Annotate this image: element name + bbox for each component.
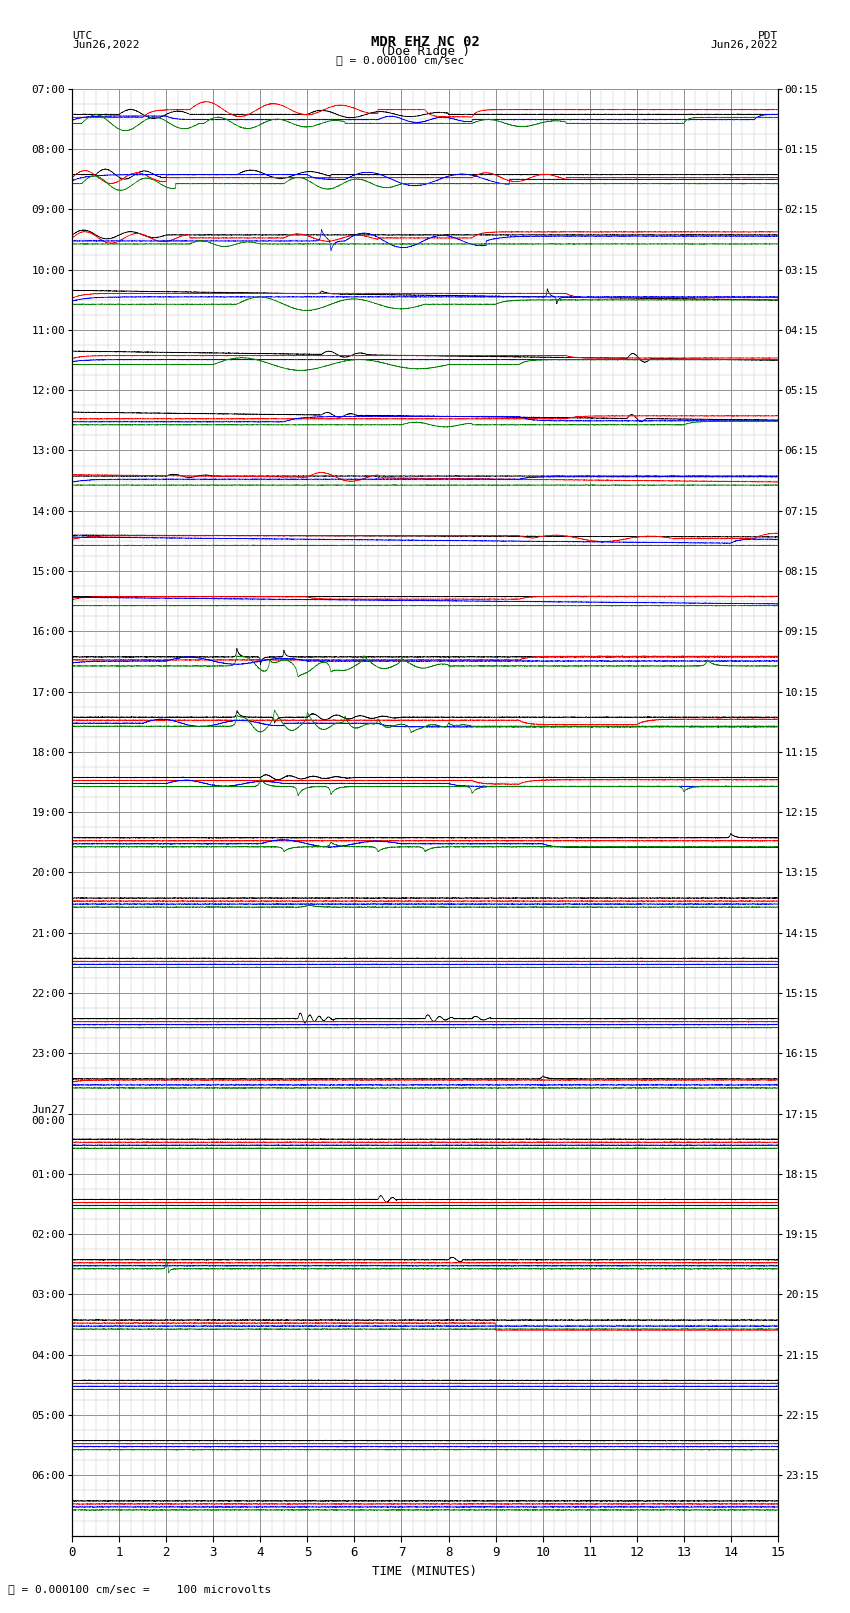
Text: (Doe Ridge ): (Doe Ridge ) <box>380 45 470 58</box>
Text: PDT: PDT <box>757 31 778 40</box>
Text: Jun26,2022: Jun26,2022 <box>711 40 778 50</box>
Text: Jun26,2022: Jun26,2022 <box>72 40 139 50</box>
Text: UTC: UTC <box>72 31 93 40</box>
Text: ⎹ = 0.000100 cm/sec: ⎹ = 0.000100 cm/sec <box>336 55 464 65</box>
X-axis label: TIME (MINUTES): TIME (MINUTES) <box>372 1565 478 1578</box>
Text: ⎹ = 0.000100 cm/sec =    100 microvolts: ⎹ = 0.000100 cm/sec = 100 microvolts <box>8 1584 272 1594</box>
Text: MDR EHZ NC 02: MDR EHZ NC 02 <box>371 35 479 50</box>
